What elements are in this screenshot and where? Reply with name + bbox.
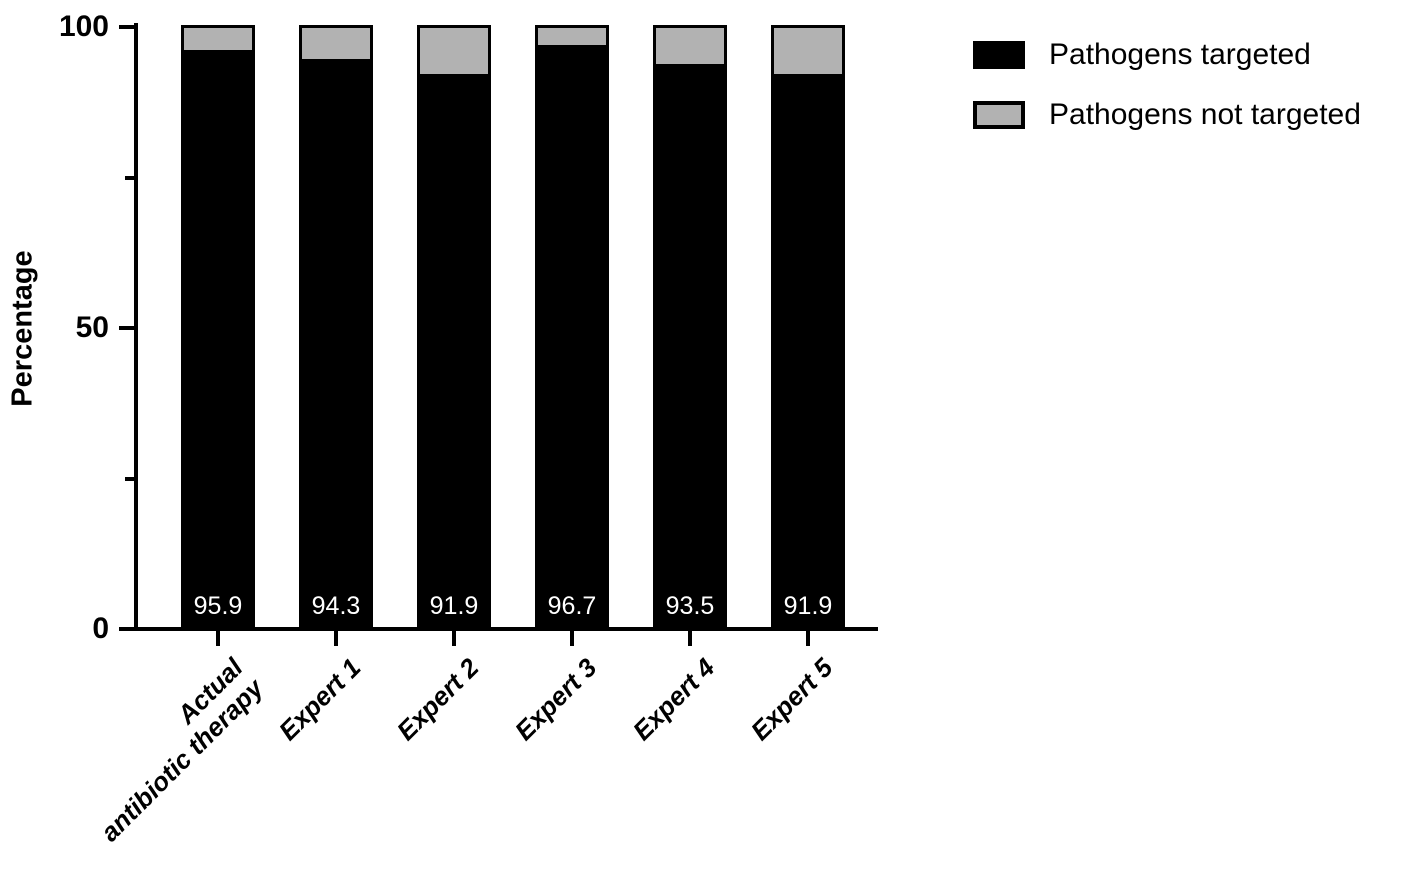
x-tick: [570, 631, 574, 646]
bar: 94.3: [299, 25, 373, 629]
y-tick-label: 100: [58, 10, 109, 43]
y-minor-tick: [125, 476, 134, 481]
bar-segment-not-targeted: [302, 28, 370, 60]
legend: Pathogens targeted Pathogens not targete…: [973, 38, 1361, 158]
bar-segment-not-targeted: [538, 28, 606, 45]
x-axis-label: Expert 5: [744, 652, 839, 747]
x-axis-line: [134, 627, 878, 631]
legend-label: Pathogens targeted: [1049, 38, 1311, 71]
y-axis-line: [134, 23, 138, 631]
bar-segment-not-targeted: [184, 28, 252, 50]
y-major-tick: [119, 326, 134, 330]
bar-value-label: 91.9: [429, 592, 479, 620]
legend-entry-not-targeted: Pathogens not targeted: [973, 98, 1361, 132]
x-tick: [806, 631, 810, 646]
y-tick-label: 50: [75, 311, 109, 344]
x-axis-label: Expert 4: [626, 652, 721, 747]
bar-segment-not-targeted: [774, 28, 842, 74]
bar-segment-not-targeted: [656, 28, 724, 65]
legend-entry-targeted: Pathogens targeted: [973, 38, 1361, 72]
bar: 95.9: [181, 25, 255, 629]
bar-segment-not-targeted: [420, 28, 488, 74]
y-major-tick: [119, 627, 134, 631]
bar-value-label: 94.3: [311, 592, 361, 620]
x-axis-label: Expert 3: [508, 652, 603, 747]
legend-swatch-black: [973, 41, 1025, 69]
x-axis-label: Expert 2: [390, 652, 485, 747]
bar: 91.9: [771, 25, 845, 629]
legend-label: Pathogens not targeted: [1049, 98, 1361, 131]
x-tick: [334, 631, 338, 646]
bar: 91.9: [417, 25, 491, 629]
y-axis-title: Percentage: [6, 250, 39, 407]
bar: 93.5: [653, 25, 727, 629]
x-tick: [452, 631, 456, 646]
y-tick-label: 0: [92, 612, 109, 645]
bar-value-label: 93.5: [665, 592, 715, 620]
x-tick: [688, 631, 692, 646]
x-axis-label: Actual antibiotic therapy: [94, 652, 270, 848]
y-major-tick: [119, 25, 134, 29]
bar-value-label: 95.9: [193, 592, 243, 620]
bar-value-label: 96.7: [547, 592, 597, 620]
bar: 96.7: [535, 25, 609, 629]
legend-swatch-gray: [973, 101, 1025, 129]
y-minor-tick: [125, 175, 134, 180]
x-axis-label: Expert 1: [272, 652, 367, 747]
bar-value-label: 91.9: [783, 592, 833, 620]
x-tick: [216, 631, 220, 646]
